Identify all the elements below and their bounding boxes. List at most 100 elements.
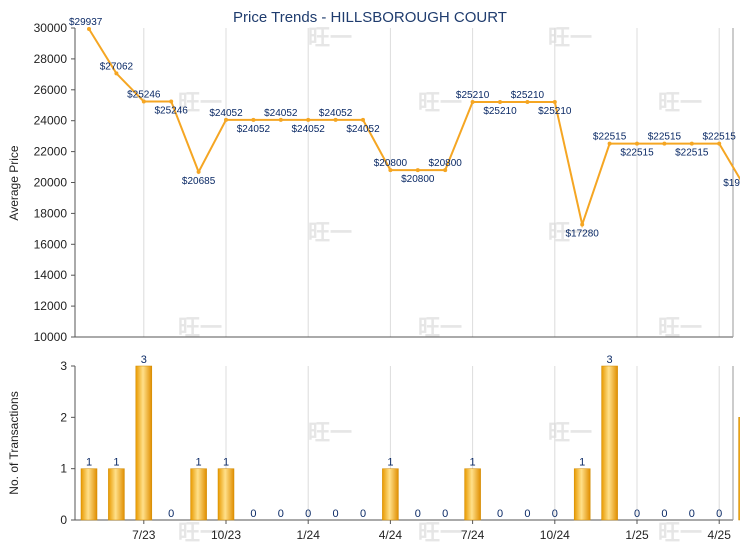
price-data-label: $22515 <box>620 148 654 159</box>
transactions-ytick-label: 1 <box>60 462 67 476</box>
price-line <box>88 28 740 229</box>
transactions-xtick-label: 7/23 <box>132 528 156 542</box>
price-panel: 10000 12000 14000 16000 18000 20000 22000 24000… <box>34 21 734 344</box>
transactions-data-label: 0 <box>552 508 558 520</box>
price-point <box>689 141 694 146</box>
transactions-data-label: 3 <box>607 354 613 366</box>
price-series: $29937 $27062 $25246 $25246 $20685 $24052 $240… <box>69 17 740 240</box>
watermark-glyph: 旺一 <box>178 315 222 340</box>
transactions-data-label: 0 <box>689 508 695 520</box>
watermark-glyph: 旺一 <box>418 520 462 545</box>
transactions-ytick-label: 0 <box>60 513 67 527</box>
transactions-bar <box>190 468 207 521</box>
price-data-label: $22515 <box>648 132 682 143</box>
watermark-glyph: 旺一 <box>658 90 702 115</box>
price-ytick-label: 10000 <box>34 330 68 344</box>
transactions-bar <box>80 468 98 521</box>
transactions-bar <box>738 417 740 521</box>
price-point <box>717 141 722 146</box>
watermark-glyph: 旺一 <box>658 520 702 545</box>
watermark-glyph: 旺一 <box>178 520 222 545</box>
transactions-xtick-label: 7/24 <box>461 528 485 542</box>
price-data-label: $22515 <box>675 148 709 159</box>
transactions-bar <box>108 468 125 521</box>
price-point <box>662 141 667 146</box>
watermark-glyph: 旺一 <box>548 25 592 50</box>
price-data-label: $25210 <box>483 106 517 117</box>
transactions-data-label: 0 <box>524 508 530 520</box>
watermark-glyph: 旺一 <box>548 420 592 445</box>
transactions-data-label: 0 <box>168 508 174 520</box>
transactions-data-label: 1 <box>86 457 92 469</box>
transactions-data-label: 0 <box>661 508 667 520</box>
transactions-bar <box>217 468 235 521</box>
price-point <box>114 71 119 76</box>
transactions-data-label: 0 <box>634 508 640 520</box>
transactions-xtick-label: 10/24 <box>540 528 570 542</box>
transactions-bar <box>135 365 153 521</box>
price-data-label: $24052 <box>264 108 298 119</box>
price-ytick-label: 14000 <box>34 268 68 282</box>
price-data-label: $22515 <box>703 132 737 143</box>
price-data-label: $29937 <box>69 17 103 28</box>
price-data-label: $20800 <box>429 158 463 169</box>
transactions-xtick-label: 4/24 <box>379 528 403 542</box>
transactions-data-label: 1 <box>579 457 585 469</box>
price-data-label: $17280 <box>566 229 600 240</box>
price-data-label: $25210 <box>538 106 572 117</box>
price-data-label: $25246 <box>127 89 161 100</box>
price-ytick-label: 12000 <box>34 299 68 313</box>
watermark-glyph: 旺一 <box>658 315 702 340</box>
price-data-label: $27062 <box>100 61 134 72</box>
price-point <box>87 26 91 31</box>
price-point <box>552 100 557 105</box>
price-ytick-label: 16000 <box>34 237 68 251</box>
price-ytick-label: 20000 <box>34 176 68 190</box>
price-point <box>415 168 420 173</box>
price-point <box>607 141 612 146</box>
transactions-bar <box>382 468 399 521</box>
watermark-glyph: 旺一 <box>418 315 462 340</box>
price-point <box>635 141 639 146</box>
transactions-data-label: 1 <box>470 457 476 469</box>
transactions-data-label: 1 <box>196 457 202 469</box>
price-point <box>580 222 585 227</box>
price-data-label: $22515 <box>593 132 627 143</box>
price-data-label: $25210 <box>456 90 490 101</box>
transactions-data-label: 0 <box>305 508 311 520</box>
price-point <box>196 169 201 174</box>
price-data-label: $24052 <box>237 124 271 135</box>
transactions-data-label: 3 <box>141 354 147 366</box>
transactions-bar <box>464 468 481 521</box>
transactions-data-label: 1 <box>387 457 393 469</box>
price-point <box>361 117 365 122</box>
price-data-label: $20685 <box>182 176 216 187</box>
transactions-data-label: 1 <box>223 457 229 469</box>
transactions-ytick-label: 3 <box>60 359 67 373</box>
price-point <box>333 117 338 122</box>
transactions-data-label: 1 <box>113 457 119 469</box>
transactions-axis-title: No. of Transactions <box>7 391 21 494</box>
price-data-label: $25210 <box>511 90 545 101</box>
price-data-label: $19515 <box>723 178 740 189</box>
price-data-label: $24052 <box>292 124 326 135</box>
chart-title: Price Trends - HILLSBOROUGH COURT <box>233 9 507 26</box>
price-data-label: $20800 <box>401 174 435 185</box>
transactions-panel: 0 1 2 3 7/23 10/23 1/24 4/24 7/24 10/24 1/25 4/25 <box>60 359 734 542</box>
price-point <box>525 100 530 105</box>
watermark-glyph: 旺一 <box>418 90 462 115</box>
price-data-label: $24052 <box>209 108 243 119</box>
price-data-label: $20800 <box>374 158 408 169</box>
transactions-xtick-label: 10/23 <box>211 528 241 542</box>
price-ytick-label: 28000 <box>34 52 68 66</box>
price-point <box>470 100 475 105</box>
watermark-glyph: 旺一 <box>308 420 352 445</box>
transactions-data-label: 0 <box>497 508 503 520</box>
price-point <box>224 117 228 122</box>
transactions-data-label: 0 <box>442 508 448 520</box>
transactions-series: 1130110000010010001300002 <box>80 354 740 521</box>
price-ytick-label: 18000 <box>34 206 68 220</box>
price-axis-title: Average Price <box>7 145 21 220</box>
